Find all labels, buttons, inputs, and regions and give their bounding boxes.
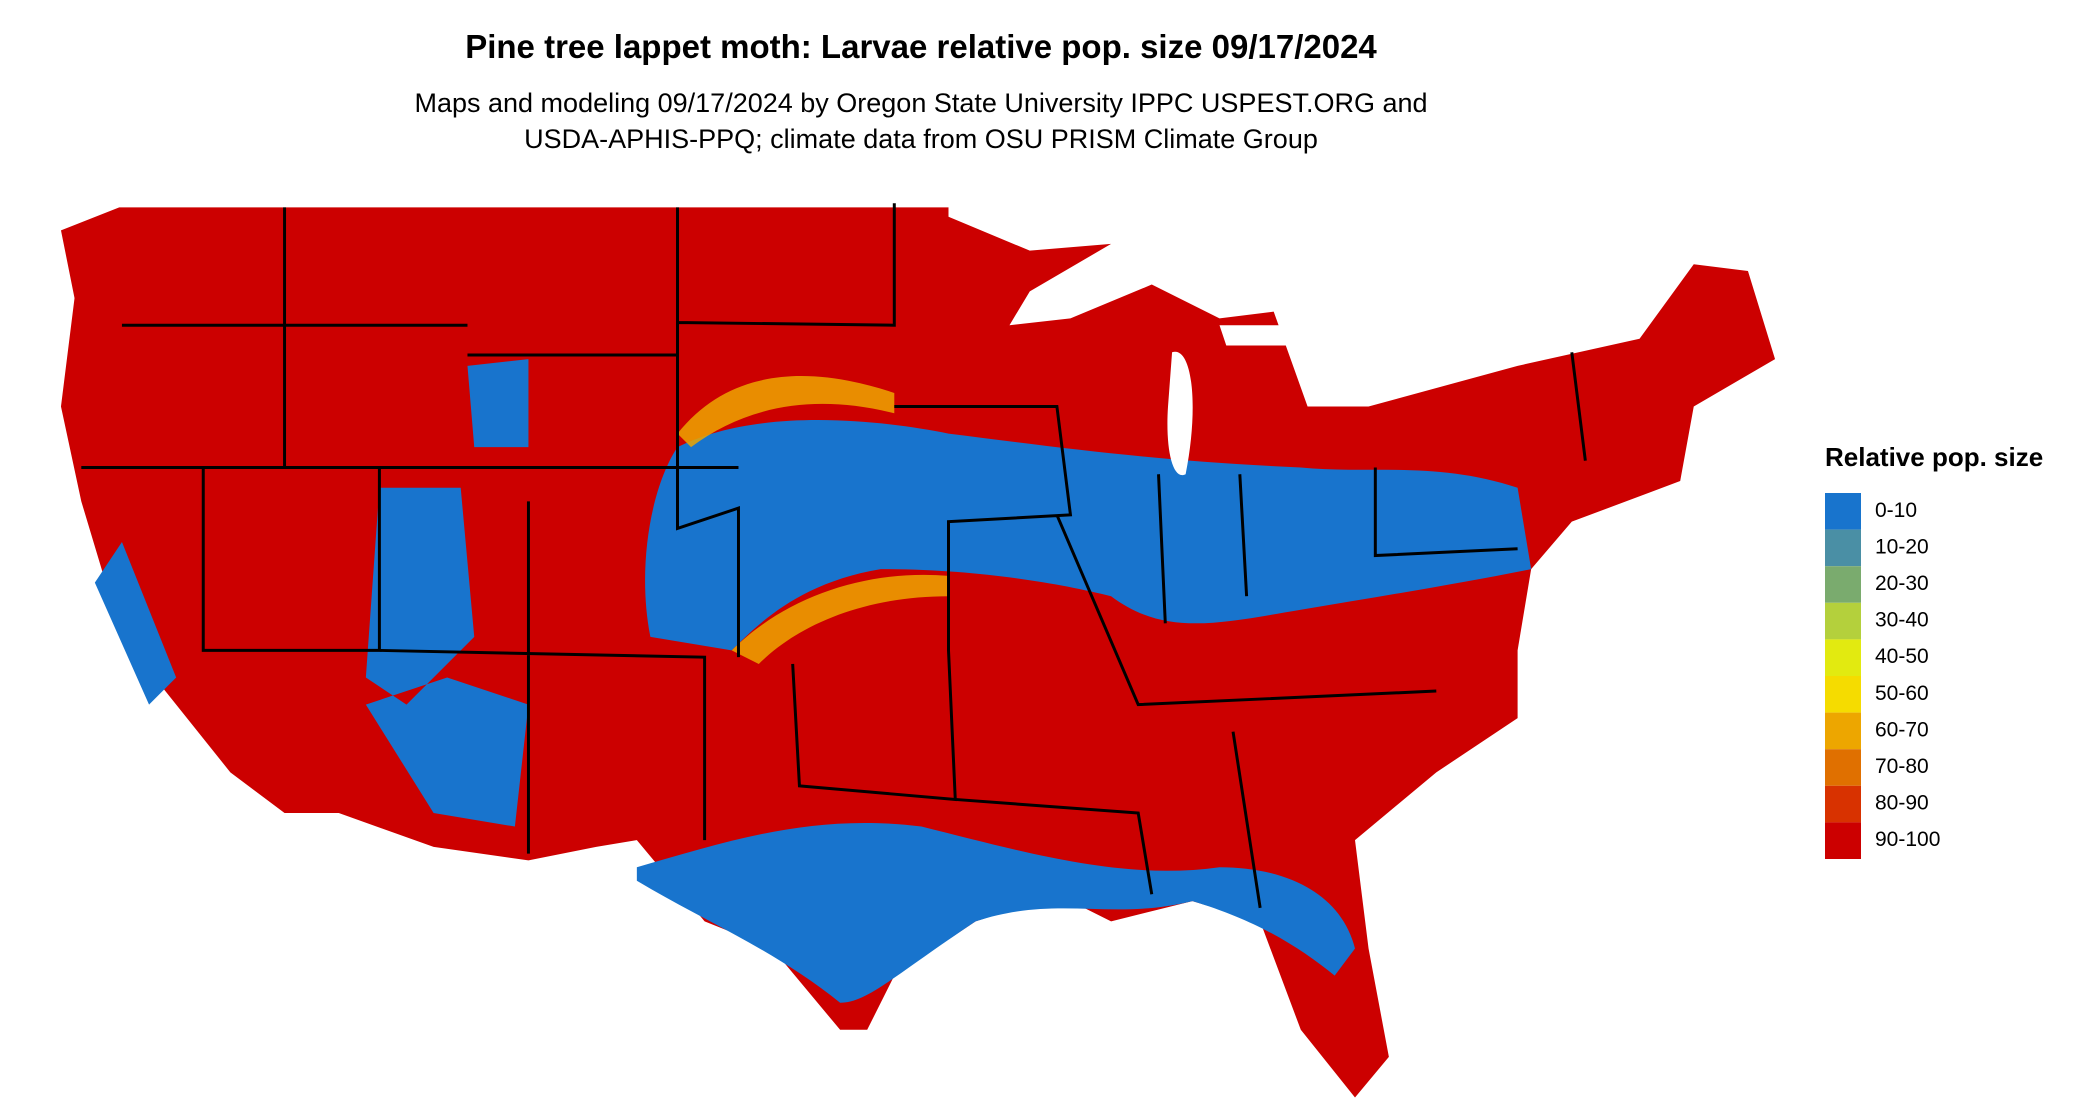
legend-swatch <box>1825 749 1861 786</box>
low-zone <box>645 420 1532 651</box>
legend-label: 10-20 <box>1875 535 1929 558</box>
legend-swatch <box>1825 712 1861 750</box>
low-zone <box>636 822 1355 1003</box>
state-borders <box>81 203 1587 909</box>
legend-swatch <box>1825 822 1861 859</box>
legend-label: 0-10 <box>1875 499 1917 522</box>
legend-label: 30-40 <box>1875 609 1929 632</box>
map <box>60 203 1776 1098</box>
legend-title: Relative pop. size <box>1825 442 2043 472</box>
legend-label: 80-90 <box>1875 792 1929 815</box>
legend: 0-10 10-20 20-30 30-40 40-50 50-60 60-70 70-80 8… <box>1825 493 1940 859</box>
legend-label: 40-50 <box>1875 645 1929 668</box>
subtitle-line: Maps and modeling 09/17/2024 by Oregon S… <box>414 88 1427 118</box>
us-land <box>60 207 1776 1098</box>
legend-swatch <box>1825 493 1861 530</box>
subtitle-line: USDA-APHIS-PPQ; climate data from OSU PR… <box>524 124 1318 154</box>
title: Pine tree lappet moth: Larvae relative p… <box>465 28 1377 65</box>
legend-label: 70-80 <box>1875 755 1929 778</box>
legend-label: 60-70 <box>1875 718 1929 741</box>
legend-label: 50-60 <box>1875 682 1929 705</box>
legend-swatch <box>1825 639 1861 676</box>
mid-zone <box>677 376 949 664</box>
legend-swatch <box>1825 566 1861 603</box>
low-zone <box>94 359 529 827</box>
legend-swatch <box>1825 602 1861 640</box>
legend-swatch <box>1825 676 1861 713</box>
legend-swatch <box>1825 785 1861 823</box>
legend-label: 20-30 <box>1875 572 1929 595</box>
lake <box>1167 325 1301 476</box>
legend-label: 90-100 <box>1875 828 1940 851</box>
legend-swatch <box>1825 529 1861 567</box>
